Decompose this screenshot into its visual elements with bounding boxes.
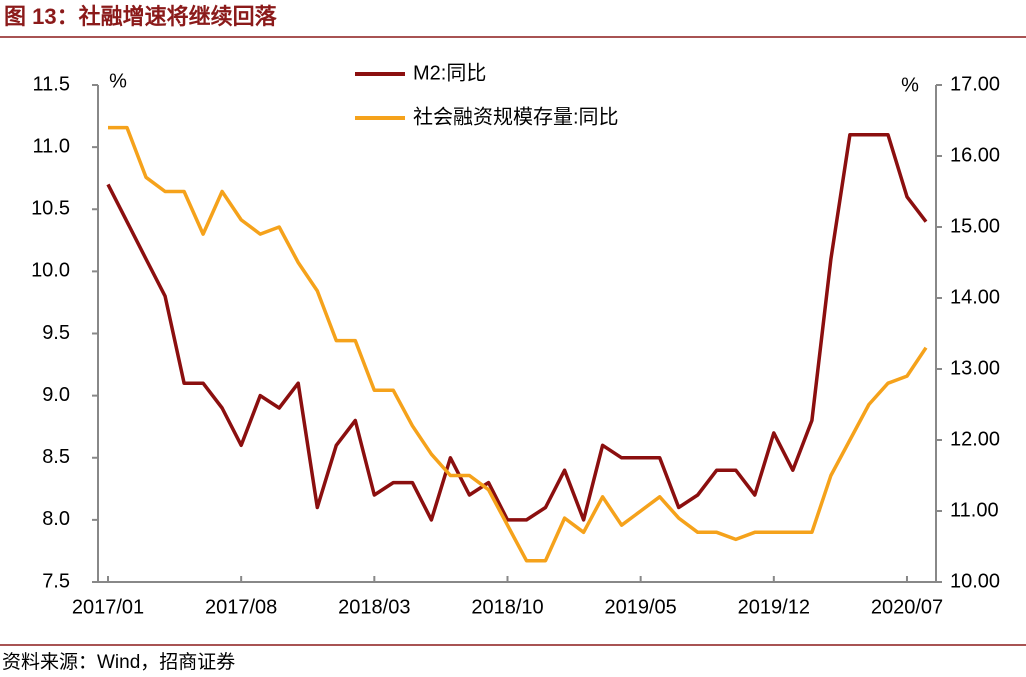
y2-tick-label: 15.00 [950,215,1000,237]
x-tick-label: 2019/12 [738,596,810,618]
x-tick-label: 2017/08 [205,596,277,618]
x-tick-label: 2018/03 [338,596,410,618]
y2-tick-label: 17.00 [950,73,1000,95]
series-line [106,132,928,522]
y2-tick-label: 13.00 [950,357,1000,379]
y2-tick-label: 12.00 [950,428,1000,450]
y2-tick-label: 11.00 [950,499,999,521]
x-tick-label: 2020/07 [871,596,943,618]
y-tick-label: 9.0 [42,384,70,406]
y-tick-label: 8.5 [42,446,70,468]
series-line [108,125,928,563]
y2-axis-unit: % [901,74,919,96]
x-tick-label: 2019/05 [605,596,677,618]
y-tick-label: 10.5 [31,198,70,220]
x-tick-label: 2017/01 [72,596,144,618]
legend-label: M2:同比 [413,61,486,84]
y-axis-unit: % [109,70,127,92]
x-tick-label: 2018/10 [471,596,543,618]
y-tick-label: 8.0 [42,508,70,530]
y-tick-label: 11.5 [33,73,70,95]
chart-title: 图 13：社融增速将继续回落 [4,4,278,29]
legend-label: 社会融资规模存量:同比 [413,105,619,128]
y-tick-label: 10.0 [31,260,70,282]
y-tick-label: 11.0 [33,135,70,157]
y2-tick-label: 14.00 [950,286,1000,308]
y-tick-label: 7.5 [42,570,70,592]
y2-tick-label: 16.00 [950,144,1000,166]
y2-tick-label: 10.00 [950,570,1000,592]
y-tick-label: 9.5 [42,322,70,344]
source: 资料来源：Wind，招商证券 [2,651,235,673]
